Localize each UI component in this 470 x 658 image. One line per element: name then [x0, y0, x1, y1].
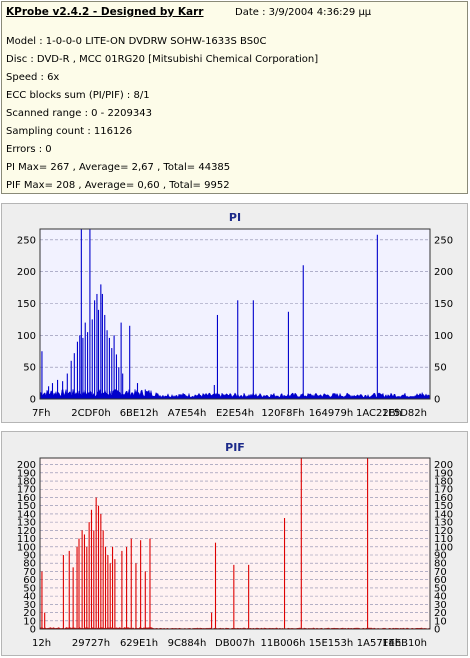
pi-summary: PI Max= 267 , Average= 2,67 , Total= 443… — [6, 162, 231, 173]
scan-date: Date : 3/9/2004 4:36:29 μμ — [235, 7, 372, 18]
pif-ytick-right: 10 — [434, 616, 447, 627]
pif-ytick-left: 130 — [17, 518, 36, 529]
pi-ytick-left: 0 — [30, 395, 36, 406]
pi-xtick-label: 1AC22Bh — [356, 408, 402, 419]
pif-ytick-left: 140 — [17, 509, 36, 520]
pif-xtick-label: 29727h — [72, 638, 110, 649]
pi-ytick-left: 150 — [17, 299, 36, 310]
pif-xtick-label: 15E153h — [309, 638, 353, 649]
pif-ytick-left: 0 — [30, 625, 36, 636]
pif-ytick-right: 120 — [434, 526, 453, 537]
errors-count: Errors : 0 — [6, 144, 52, 155]
pif-ytick-right: 90 — [434, 551, 447, 562]
pi-ytick-right: 0 — [434, 395, 440, 406]
pif-ytick-right: 50 — [434, 583, 447, 594]
pi-chart-title: PI — [229, 211, 241, 224]
pif-ytick-right: 0 — [434, 625, 440, 636]
pi-ytick-right: 250 — [434, 235, 453, 246]
pif-xtick-label: 9C884h — [168, 638, 207, 649]
pif-ytick-left: 160 — [17, 493, 36, 504]
pif-xtick-label: 1A57F4h — [357, 638, 401, 649]
pif-ytick-left: 70 — [23, 567, 36, 578]
pi-plot-border — [39, 228, 431, 400]
ecc-info: ECC blocks sum (PI/PIF) : 8/1 — [6, 90, 150, 101]
pif-xtick-label: 629E1h — [120, 638, 158, 649]
pi-xtick-label: A7E54h — [168, 408, 207, 419]
pif-xtick-label: 11B006h — [260, 638, 305, 649]
pif-ytick-left: 180 — [17, 477, 36, 488]
pif-ytick-left: 10 — [23, 616, 36, 627]
pi-ytick-left: 250 — [17, 235, 36, 246]
pi-ytick-right: 150 — [434, 299, 453, 310]
pif-ytick-left: 150 — [17, 501, 36, 512]
pif-ytick-left: 120 — [17, 526, 36, 537]
pi-ytick-right: 50 — [434, 363, 447, 374]
pif-ytick-left: 30 — [23, 600, 36, 611]
pif-ytick-left: 60 — [23, 575, 36, 586]
pi-chart: PI 0 0 50 50 100 100 150 150 200 200 250 250 7Fh 2CDF0… — [17, 211, 453, 419]
pi-ytick-left: 100 — [17, 331, 36, 342]
pi-xtick-label: 120F8Fh — [261, 408, 304, 419]
pif-ytick-left: 100 — [17, 542, 36, 553]
pif-ytick-right: 30 — [434, 600, 447, 611]
speed-info: Speed : 6x — [6, 72, 60, 83]
scanned-range: Scanned range : 0 - 2209343 — [6, 108, 152, 119]
pif-ytick-left: 190 — [17, 468, 36, 479]
pi-xtick-label: 2CDF0h — [71, 408, 111, 419]
pif-ytick-left: 170 — [17, 485, 36, 496]
pif-ytick-right: 40 — [434, 592, 447, 603]
pi-xtick-label: 7Fh — [32, 408, 50, 419]
sampling-count: Sampling count : 116126 — [6, 126, 133, 137]
pi-ytick-right: 200 — [434, 267, 453, 278]
disc-info: Disc : DVD-R , MCC 01RG20 [Mitsubishi Ch… — [6, 54, 319, 65]
pi-chart-panel: PI 0 0 50 50 100 100 150 150 200 200 250 250 7Fh 2CDF0… — [1, 203, 468, 423]
pif-ytick-right: 110 — [434, 534, 453, 545]
pif-xtick-label: 1EEB10h — [382, 638, 427, 649]
app-title: KProbe v2.4.2 - Designed by Karr — [6, 6, 204, 18]
pi-xtick-label: 6BE12h — [120, 408, 159, 419]
pif-xtick-label: 12h — [32, 638, 51, 649]
pif-ytick-right: 130 — [434, 518, 453, 529]
pif-ytick-left: 110 — [17, 534, 36, 545]
pif-ytick-left: 80 — [23, 559, 36, 570]
pif-ytick-right: 20 — [434, 608, 447, 619]
pi-xtick-label: 164979h — [309, 408, 354, 419]
pif-summary: PIF Max= 208 , Average= 0,60 , Total= 99… — [6, 180, 230, 191]
pif-ytick-right: 60 — [434, 575, 447, 586]
pi-ytick-left: 50 — [23, 363, 36, 374]
pif-ytick-left: 200 — [17, 460, 36, 471]
pif-ytick-right: 140 — [434, 509, 453, 520]
drive-model: Model : 1-0-0-0 LITE-ON DVDRW SOHW-1633S… — [6, 36, 267, 47]
pif-ytick-right: 70 — [434, 567, 447, 578]
pif-ytick-left: 50 — [23, 583, 36, 594]
pif-ytick-right: 170 — [434, 485, 453, 496]
pif-plot-border — [39, 457, 431, 630]
pif-ytick-left: 20 — [23, 608, 36, 619]
pi-ytick-right: 100 — [434, 331, 453, 342]
pif-ytick-left: 40 — [23, 592, 36, 603]
pif-ytick-right: 180 — [434, 477, 453, 488]
pi-xtick-label: 1F5D82h — [382, 408, 427, 419]
pif-chart-panel: PIF 0 0 10 10 20 20 30 30 40 40 50 50 60 60 70 70 80 80 90 9… — [1, 431, 468, 656]
pif-ytick-right: 80 — [434, 559, 447, 570]
pif-chart-title: PIF — [225, 441, 245, 454]
pif-ytick-right: 200 — [434, 460, 453, 471]
pif-ytick-right: 160 — [434, 493, 453, 504]
pif-ytick-left: 90 — [23, 551, 36, 562]
pif-ytick-right: 100 — [434, 542, 453, 553]
pif-ytick-right: 150 — [434, 501, 453, 512]
pi-ytick-left: 200 — [17, 267, 36, 278]
pif-xtick-label: DB007h — [215, 638, 255, 649]
pif-ytick-right: 190 — [434, 468, 453, 479]
pi-xtick-label: E2E54h — [216, 408, 254, 419]
info-panel: KProbe v2.4.2 - Designed by Karr Date : … — [1, 1, 468, 194]
